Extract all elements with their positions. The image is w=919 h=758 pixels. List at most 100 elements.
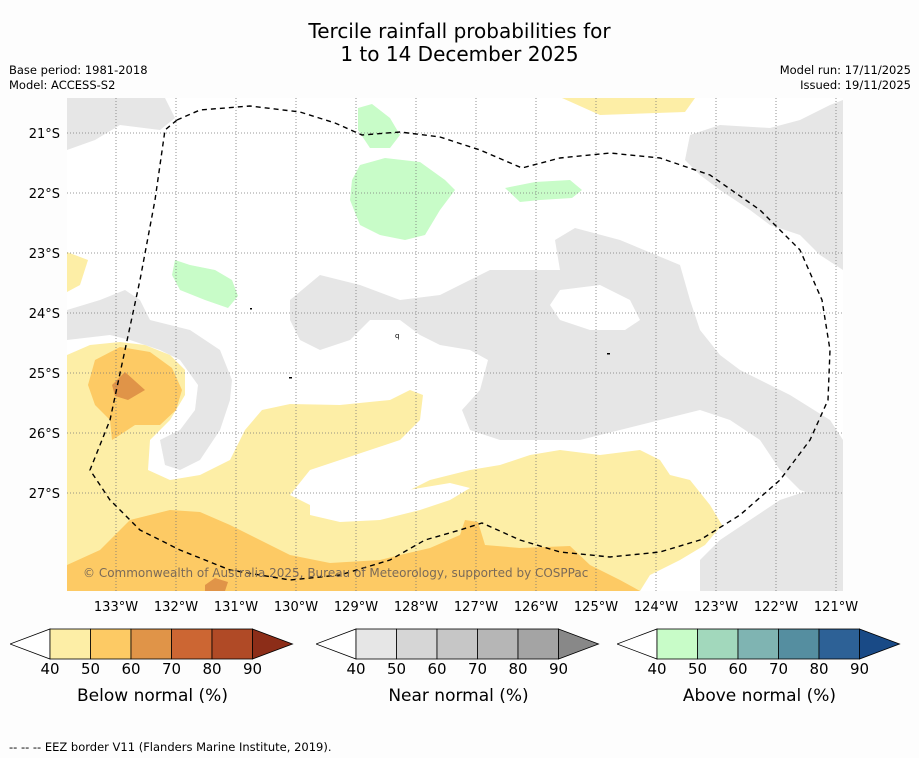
island-marker xyxy=(289,377,292,379)
colorbar-tick: 50 xyxy=(386,660,407,678)
colorbar-label: Near normal (%) xyxy=(388,686,529,706)
colorbar-segment xyxy=(130,628,172,660)
below-normal-60-south xyxy=(205,578,228,591)
colorbar-tick: 40 xyxy=(40,660,60,678)
colorbar-segment xyxy=(90,628,132,660)
model-name: Model: ACCESS-S2 xyxy=(9,78,116,92)
longitude-labels: 133°W 132°W 131°W 130°W 129°W 128°W 127°W 126°W… xyxy=(94,600,858,615)
colorbar-2 xyxy=(316,628,600,660)
lon-label: 124°W xyxy=(634,600,678,615)
title-line-1: Tercile rainfall probabilities for xyxy=(308,19,611,43)
colorbar-over-triangle xyxy=(558,628,600,660)
near-normal-area-topleft xyxy=(67,98,175,150)
below-normal-west-edge xyxy=(67,252,88,292)
map-gridlines xyxy=(67,98,843,591)
near-normal-area-inner-hole xyxy=(550,285,640,330)
colorbar-segment xyxy=(517,628,559,660)
colorbar-under-triangle xyxy=(617,628,658,660)
lon-label: 128°W xyxy=(394,600,438,615)
model-run: Model run: 17/11/2025 xyxy=(779,63,911,77)
copyright-notice: © Commonwealth of Australia 2025, Bureau… xyxy=(83,566,588,580)
meta-right: Model run: 17/11/2025 Issued: 19/11/2025 xyxy=(780,63,911,93)
colorbar-tick: 70 xyxy=(768,660,789,678)
colorbar-tick: 90 xyxy=(242,660,263,678)
lon-label: 130°W xyxy=(274,600,318,615)
colorbar-tick: 70 xyxy=(161,660,182,678)
title-line-2: 1 to 14 December 2025 xyxy=(340,42,579,66)
colorbar-segment xyxy=(477,628,519,660)
base-period: Base period: 1981-2018 xyxy=(9,63,148,77)
colorbar-segment xyxy=(818,628,860,660)
colorbar-over-triangle xyxy=(252,628,294,660)
island-markers xyxy=(250,308,610,379)
colorbar-tick: 50 xyxy=(80,660,101,678)
lon-label: 126°W xyxy=(514,600,558,615)
colorbar-tick: 40 xyxy=(647,660,667,678)
lat-label: 25°S xyxy=(29,367,60,382)
near-normal-regions xyxy=(67,98,843,591)
colorbar-tick: 90 xyxy=(849,660,870,678)
lat-label: 22°S xyxy=(29,187,60,202)
colorbar-over-triangle xyxy=(859,628,901,660)
colorbar-tick: 60 xyxy=(121,660,141,678)
colorbar-1 xyxy=(10,628,294,660)
eez-footnote: -- -- -- EEZ border V11 (Flanders Marine… xyxy=(9,740,332,754)
meta-left: Base period: 1981-2018 Model: ACCESS-S2 xyxy=(9,63,148,93)
colorbar-segment xyxy=(49,628,91,660)
lon-label: 127°W xyxy=(454,600,498,615)
near-normal-area-east xyxy=(685,100,843,270)
above-normal-east xyxy=(505,180,582,202)
above-normal-regions xyxy=(172,104,582,308)
colorbar-tick: 60 xyxy=(728,660,748,678)
latitude-labels: 21°S 22°S 23°S 24°S 25°S 26°S 27°S xyxy=(29,127,60,502)
colorbar-label: Above normal (%) xyxy=(682,686,837,706)
lon-label: 129°W xyxy=(334,600,378,615)
lon-label: 121°W xyxy=(814,600,858,615)
lat-label: 21°S xyxy=(29,127,60,142)
island-marker xyxy=(250,308,252,310)
colorbar-tick: 80 xyxy=(809,660,829,678)
issued-date: Issued: 19/11/2025 xyxy=(800,78,911,92)
below-normal-50-south xyxy=(67,510,640,591)
colorbar-segment xyxy=(355,628,397,660)
near-normal-area-southeast xyxy=(700,490,843,591)
colorbar-tick: 80 xyxy=(508,660,528,678)
below-normal-60-70-regions xyxy=(112,372,228,591)
above-normal-west xyxy=(172,260,238,308)
colorbar-tick: 60 xyxy=(427,660,447,678)
colorbar-tick: 40 xyxy=(346,660,366,678)
below-normal-60-west xyxy=(112,372,145,400)
probability-fields xyxy=(67,98,843,591)
colorbar-tick: 70 xyxy=(467,660,488,678)
lon-label: 132°W xyxy=(154,600,198,615)
near-normal-area-central xyxy=(290,228,843,500)
rainfall-map: q 21°S 22°S 23°S 24°S 25°S 26°S 27°S 133°W 132°… xyxy=(29,98,858,615)
lon-label: 133°W xyxy=(94,600,138,615)
above-normal-north-small xyxy=(358,104,400,148)
colorbar-segment xyxy=(656,628,698,660)
colorbar-tick: 80 xyxy=(202,660,222,678)
lat-label: 24°S xyxy=(29,307,60,322)
lon-label: 125°W xyxy=(574,600,618,615)
colorbar-label: Below normal (%) xyxy=(77,686,228,706)
above-normal-north-large xyxy=(350,158,455,240)
colorbar-segment xyxy=(737,628,779,660)
island-label: q xyxy=(395,332,399,340)
colorbar-under-triangle xyxy=(10,628,51,660)
colorbar-segment xyxy=(778,628,820,660)
colorbar-segment xyxy=(396,628,438,660)
below-normal-top-strip xyxy=(562,98,695,115)
colorbar-under-triangle xyxy=(316,628,357,660)
colorbar-3 xyxy=(617,628,901,660)
lon-label: 122°W xyxy=(754,600,798,615)
colorbar-segment xyxy=(171,628,213,660)
lon-label: 131°W xyxy=(214,600,258,615)
lat-label: 26°S xyxy=(29,427,60,442)
colorbar-segment xyxy=(697,628,739,660)
colorbar-tick: 90 xyxy=(548,660,569,678)
map-title: Tercile rainfall probabilities for 1 to … xyxy=(0,20,919,66)
lon-label: 123°W xyxy=(694,600,738,615)
near-normal-area-west xyxy=(67,290,232,470)
eez-border xyxy=(89,105,831,581)
colorbar-segment xyxy=(436,628,478,660)
